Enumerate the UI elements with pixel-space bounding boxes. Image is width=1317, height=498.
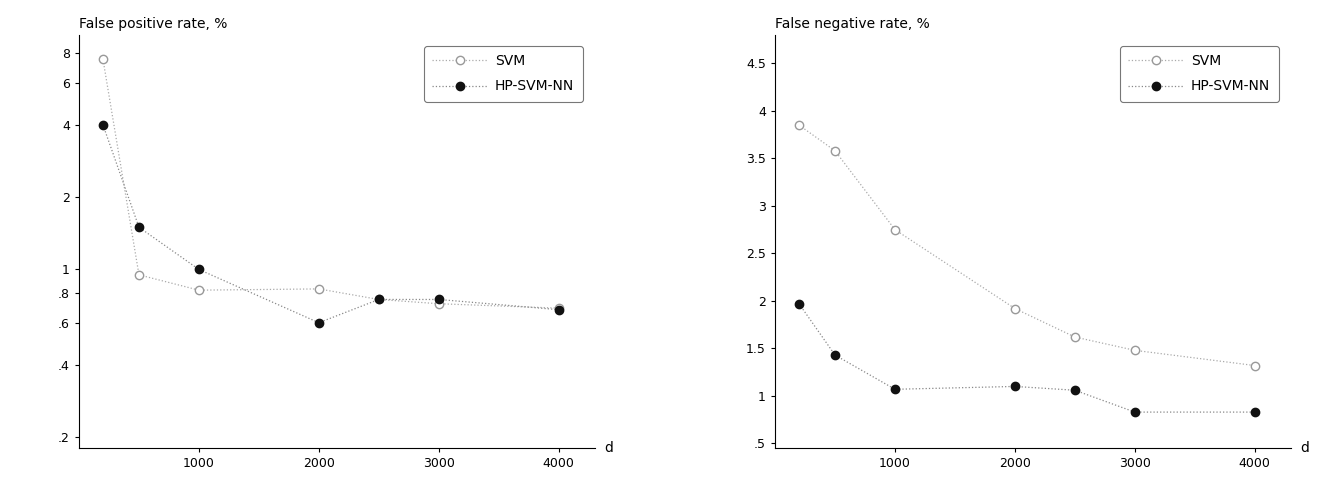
- Legend: SVM, HP-SVM-NN: SVM, HP-SVM-NN: [1121, 46, 1279, 102]
- SVM: [792, 122, 807, 128]
- Line: SVM: SVM: [99, 55, 562, 312]
- Line: HP-SVM-NN: HP-SVM-NN: [795, 300, 1259, 416]
- SVM: [827, 148, 843, 154]
- SVM: [1067, 334, 1083, 340]
- SVM: [1127, 347, 1143, 353]
- SVM: [371, 296, 387, 302]
- SVM: [431, 301, 446, 307]
- HP-SVM-NN: [827, 352, 843, 358]
- HP-SVM-NN: [311, 320, 327, 326]
- HP-SVM-NN: [792, 301, 807, 307]
- SVM: [132, 272, 148, 278]
- Text: False negative rate, %: False negative rate, %: [776, 17, 930, 31]
- HP-SVM-NN: [431, 296, 446, 302]
- SVM: [1008, 306, 1023, 312]
- HP-SVM-NN: [95, 122, 111, 128]
- SVM: [311, 286, 327, 292]
- HP-SVM-NN: [1008, 383, 1023, 389]
- SVM: [1247, 363, 1263, 369]
- Text: False positive rate, %: False positive rate, %: [79, 17, 228, 31]
- Text: d: d: [1300, 441, 1309, 455]
- SVM: [191, 287, 207, 293]
- SVM: [888, 227, 903, 233]
- Legend: SVM, HP-SVM-NN: SVM, HP-SVM-NN: [424, 46, 582, 102]
- Line: SVM: SVM: [795, 121, 1259, 370]
- SVM: [95, 56, 111, 62]
- HP-SVM-NN: [551, 307, 566, 313]
- HP-SVM-NN: [132, 224, 148, 230]
- HP-SVM-NN: [888, 386, 903, 392]
- HP-SVM-NN: [371, 296, 387, 302]
- HP-SVM-NN: [191, 266, 207, 272]
- Line: HP-SVM-NN: HP-SVM-NN: [99, 121, 562, 327]
- SVM: [551, 305, 566, 311]
- HP-SVM-NN: [1247, 409, 1263, 415]
- Text: d: d: [605, 441, 614, 455]
- HP-SVM-NN: [1067, 387, 1083, 393]
- HP-SVM-NN: [1127, 409, 1143, 415]
